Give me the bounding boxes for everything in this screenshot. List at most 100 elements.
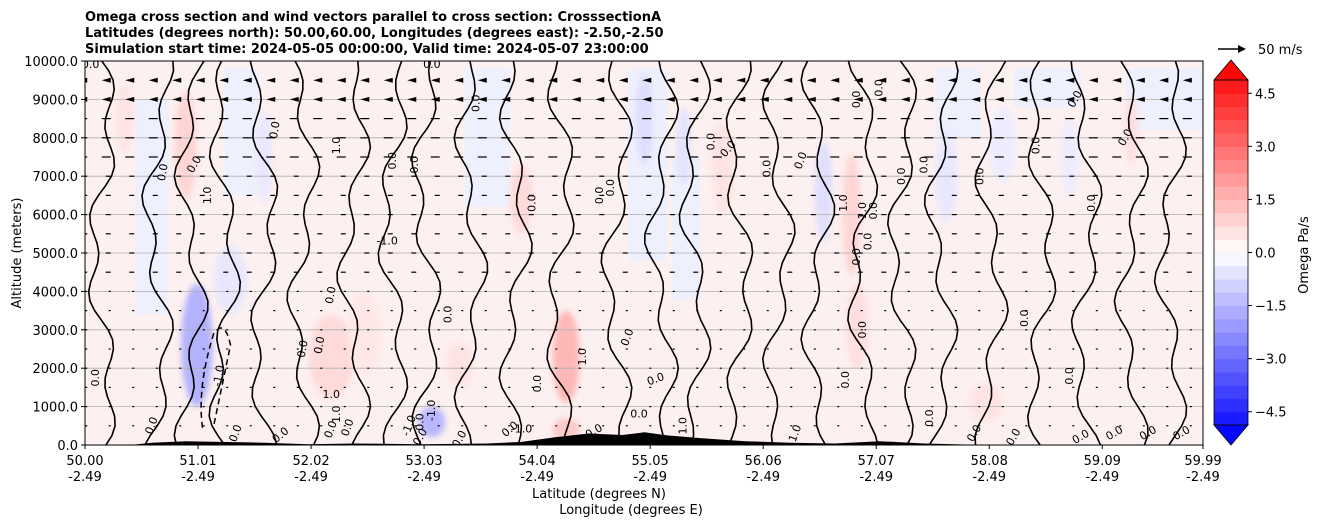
- wind-vector: [924, 77, 934, 83]
- wind-vector: [172, 77, 182, 83]
- wind-vector: [665, 77, 675, 83]
- zero-contour-line: [847, 61, 879, 445]
- y-axis: 0.0 1000.0 2000.0 3000.0 4000.0 5000.0 6000.0 7…: [24, 55, 85, 454]
- wind-vector: [947, 96, 957, 102]
- wind-vector: [430, 96, 440, 102]
- contour-label: 0.0: [895, 167, 908, 185]
- contour-label: -1.0: [511, 423, 532, 436]
- omega-feature: [213, 245, 248, 315]
- zero-contour-line: [1070, 61, 1103, 445]
- zero-contour-line: [761, 61, 796, 445]
- contour-label: 0.0: [917, 156, 930, 174]
- contour-label: 0.0: [618, 327, 636, 348]
- x-tick-label-lon: -2.49: [520, 470, 554, 485]
- omega-feature: [347, 291, 382, 376]
- quiver-key-label: 50 m/s: [1258, 43, 1303, 58]
- zero-contour-line: [410, 61, 442, 445]
- contour-label: 0.0: [312, 335, 328, 354]
- wind-vector: [618, 96, 628, 102]
- zero-contour-line: [886, 61, 918, 445]
- y-tick-label: 5000.0: [33, 247, 79, 262]
- omega-feature: [418, 406, 446, 438]
- contour-label: 0.0: [82, 58, 100, 71]
- wind-vector: [360, 96, 370, 102]
- wind-vector: [266, 96, 276, 102]
- terrain-profile: [85, 432, 1203, 445]
- x-tick-label-lon: -2.49: [859, 470, 893, 485]
- x-axis: 50.00-2.4951.01-2.4952.02-2.4953.03-2.49…: [66, 445, 1222, 485]
- wind-vector: [1159, 77, 1169, 83]
- wind-vector: [1065, 96, 1075, 102]
- colorbar-segment: [1214, 385, 1248, 399]
- wind-vector: [148, 96, 158, 102]
- zero-contour-line: [377, 61, 409, 445]
- colorbar-segment: [1214, 332, 1248, 346]
- omega-feature: [510, 164, 533, 234]
- x-tick-label-lat: 59.09: [1084, 454, 1121, 469]
- x-tick-label-lat: 57.07: [858, 454, 895, 469]
- terrain: [85, 432, 1203, 445]
- wind-vector: [501, 96, 511, 102]
- wind-vector: [1112, 96, 1122, 102]
- omega-feature: [308, 314, 354, 399]
- wind-vector: [830, 77, 840, 83]
- contour-label: 0.0: [850, 248, 863, 266]
- contour-label: 0.0: [861, 233, 874, 251]
- wind-vector: [947, 77, 957, 83]
- colorbar-extend-max: [1213, 59, 1249, 81]
- zero-contour-line: [208, 61, 242, 445]
- wind-vector: [383, 96, 393, 102]
- colorbar-segment: [1214, 212, 1248, 227]
- x-tick-label-lon: -2.49: [633, 470, 667, 485]
- wind-vector: [1135, 77, 1145, 83]
- wind-vector: [548, 77, 558, 83]
- wind-vector: [524, 96, 534, 102]
- y-tick-label: 8000.0: [33, 132, 79, 147]
- colorbar-segment: [1214, 318, 1248, 333]
- wind-vector: [1088, 77, 1098, 83]
- x-tick-label-lon: -2.49: [181, 470, 215, 485]
- wind-vector: [125, 77, 135, 83]
- wind-vector: [595, 96, 605, 102]
- contour-label: 0.0: [531, 375, 544, 393]
- quiver-key-arrowhead: [1238, 45, 1246, 53]
- omega-feature: [552, 310, 580, 403]
- colorbar-extend-min: [1213, 424, 1249, 446]
- colorbar-segment: [1214, 172, 1248, 187]
- wind-vector: [148, 77, 158, 83]
- wind-vector: [336, 77, 346, 83]
- x-tick-label-lon: -2.49: [972, 470, 1006, 485]
- wind-vector: [571, 77, 581, 83]
- contour-label: 0.0: [867, 202, 880, 220]
- x-tick-label-lat: 54.04: [519, 454, 556, 469]
- contour-label: 0.0: [408, 156, 421, 174]
- wind-vector: [85, 77, 88, 83]
- colorbar-segment: [1214, 199, 1248, 214]
- contour-label: -1.0: [211, 364, 228, 387]
- contour-label: 1.0: [786, 423, 804, 444]
- y-tick-label: 10000.0: [24, 55, 78, 70]
- colorbar-segment: [1214, 239, 1248, 253]
- negative-contour-line: [200, 327, 232, 428]
- colorbar-segment: [1214, 146, 1248, 161]
- zero-contour-line: [1026, 61, 1057, 445]
- wind-vector: [125, 96, 135, 102]
- contour-label: 0.0: [705, 133, 718, 151]
- wind-vector: [195, 77, 205, 83]
- wind-vector: [595, 77, 605, 83]
- zero-contour-line: [173, 61, 209, 445]
- contour-label: 0.0: [386, 152, 399, 170]
- colorbar-tick-label: 4.5: [1255, 87, 1276, 102]
- title-line-2: Latitudes (degrees north): 50.00,60.00, …: [85, 26, 664, 41]
- wind-vector: [783, 96, 793, 102]
- wind-vector: [853, 77, 863, 83]
- omega-feature: [446, 341, 474, 388]
- wind-vector: [477, 77, 487, 83]
- colorbar-segment: [1214, 371, 1248, 386]
- omega-feature: [969, 383, 1003, 422]
- contour-label: 0.0: [604, 179, 617, 197]
- contour-label: 0.0: [856, 321, 869, 339]
- contour-label: 1.0: [330, 406, 343, 424]
- wind-vector: [266, 77, 276, 83]
- wind-vector: [242, 77, 252, 83]
